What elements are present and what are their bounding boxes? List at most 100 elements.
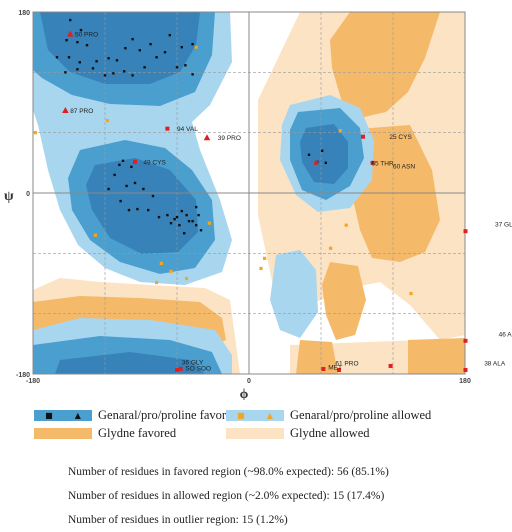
favored-point [76, 40, 79, 44]
residue-label: 60 ASN [393, 163, 415, 170]
outlier-point [388, 363, 393, 368]
favored-point [142, 187, 145, 191]
favored-count-text: Number of residues in favored region (~9… [68, 466, 389, 478]
favored-point [127, 208, 131, 212]
favored-point [191, 73, 194, 76]
favored-point [155, 56, 158, 59]
legend-general-favored: ■ ▲ Genaral/pro/proline favored [34, 408, 238, 423]
favored-point [69, 18, 72, 22]
allowed-point [155, 280, 159, 285]
allowed-point [344, 223, 348, 227]
residue-label: 65 THR [371, 160, 394, 167]
y-tick-label: 180 [18, 10, 30, 17]
favored-point [103, 74, 107, 77]
outlier-point [66, 30, 74, 37]
allowed-point [338, 129, 342, 133]
general-allowed-swatch: ■ ▲ [226, 410, 284, 421]
allowed-point [105, 119, 109, 123]
residue-label: 38 ALA [484, 360, 506, 367]
outlier-point [337, 367, 341, 372]
favored-point [175, 215, 179, 219]
legend-general-allowed: ■ ▲ Genaral/pro/proline allowed [226, 408, 431, 423]
favored-point [195, 223, 198, 227]
grid-lines [33, 12, 465, 374]
y-axis-label: ψ [4, 189, 14, 204]
favored-point [199, 229, 203, 232]
x-axis-label: ϕ [240, 387, 249, 400]
favored-point [169, 221, 173, 225]
favored-point [197, 213, 200, 217]
residue-labels: 50 PRO 87 PRO 94 VAL 39 PRO 49 CYS 25 CYS 65 T… [70, 32, 512, 373]
favored-point [175, 66, 179, 69]
outlier-point [175, 367, 179, 372]
outlier-point [361, 134, 365, 139]
favored-point [118, 163, 121, 167]
favored-point [183, 232, 186, 235]
allowed-point [329, 246, 333, 250]
favored-point [136, 207, 139, 211]
data-points [33, 18, 468, 372]
residue-label: 37 GLY [495, 222, 512, 229]
favored-point [149, 42, 152, 46]
y-tick-label: -180 [16, 372, 30, 379]
allowed-point [194, 45, 198, 49]
favored-point [113, 173, 116, 177]
favored-point [119, 199, 122, 203]
favored-point [138, 49, 141, 52]
residue-label: 46 ALA [499, 331, 512, 338]
allowed-point [159, 261, 163, 265]
favored-point [124, 47, 127, 50]
favored-point [184, 64, 187, 67]
favored-point [151, 194, 155, 198]
residue-label: 87 PRO [70, 108, 93, 115]
outlier-point [178, 366, 183, 371]
favored-point [121, 159, 125, 163]
square-marker-icon: ■ [45, 410, 53, 420]
region-layer [33, 12, 465, 374]
allowed-point [93, 233, 97, 237]
residue-label: 25 CYS [389, 134, 412, 141]
favored-point [147, 208, 150, 212]
favored-point [107, 187, 110, 191]
favored-point [163, 51, 167, 54]
favored-point [178, 223, 181, 227]
residue-label: 39 PRO [218, 135, 241, 142]
allowed-point [263, 256, 267, 260]
legend-glycine-allowed-label: Glydne allowed [290, 426, 370, 440]
legend-glycine-favored-label: Glydne favored [98, 426, 177, 440]
favored-point [65, 38, 68, 42]
square-marker-icon: ■ [237, 410, 245, 420]
outlier-count-text: Number of residues in outlier region: 15… [68, 514, 288, 526]
tick-labels: -180 0 180 180 0 -180 [16, 10, 471, 385]
favored-point [76, 68, 79, 71]
favored-point [185, 213, 188, 217]
outlier-point [370, 160, 375, 165]
favored-point [91, 67, 95, 70]
favored-point [55, 56, 59, 59]
favored-point [95, 60, 98, 63]
plot-frame [32, 11, 466, 375]
outlier-point [165, 126, 170, 131]
favored-point [131, 74, 134, 77]
favored-point [187, 219, 191, 223]
allowed-count-text: Number of residues in allowed region (~2… [68, 490, 385, 502]
x-tick-label: 0 [247, 378, 251, 385]
outlier-point [463, 229, 468, 234]
outlier-point [321, 366, 326, 371]
favored-point [157, 215, 161, 219]
favored-point [107, 57, 110, 60]
favored-point [112, 72, 115, 75]
outlier-point [203, 134, 211, 141]
favored-point [307, 153, 311, 156]
allowed-point [207, 221, 211, 225]
legend: ■ ▲ Genaral/pro/proline favored ■ ▲ Gena… [0, 404, 512, 444]
favored-point [115, 59, 119, 62]
favored-point [321, 149, 324, 152]
residue-label: MET [328, 364, 342, 371]
favored-point [168, 33, 171, 37]
x-tick-label: -180 [26, 378, 40, 385]
favored-point [123, 70, 126, 73]
favored-point [64, 71, 67, 74]
favored-point [125, 184, 128, 188]
favored-point [133, 181, 137, 185]
